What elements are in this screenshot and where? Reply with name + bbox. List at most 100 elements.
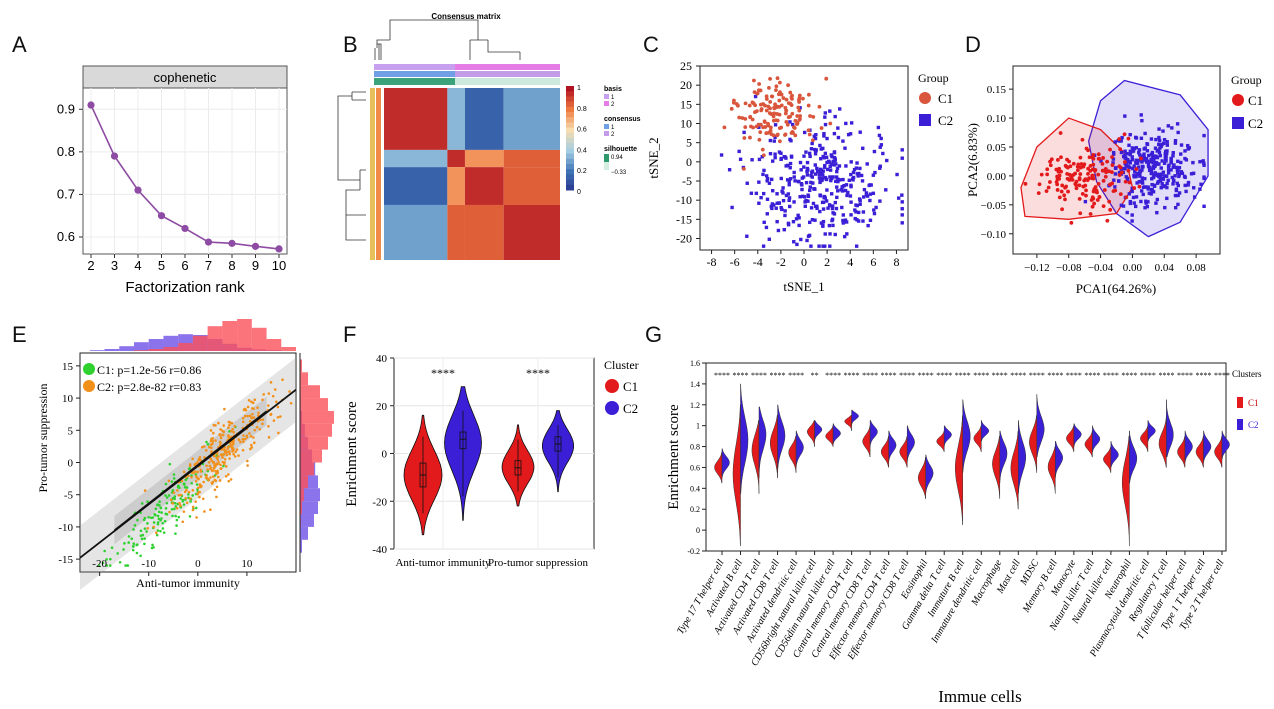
panel-e-point-c2: [229, 421, 232, 425]
panel-c-point-c2: [813, 152, 818, 156]
panel-c-point-c2: [719, 153, 724, 157]
panel-c-point-c2: [821, 244, 825, 248]
panel-c-point-c2: [757, 201, 761, 205]
panel-b-colorbar-step-16: [566, 169, 574, 175]
panel-d-point-c2: [1145, 159, 1149, 163]
panel-c-point-c2: [853, 216, 857, 221]
panel-c-point-c2: [787, 180, 791, 184]
panel-e-point-c1: [140, 502, 144, 505]
panel-e-point-c2: [217, 421, 220, 425]
panel-d-point-c2: [1144, 201, 1148, 205]
panel-c-point-c1: [756, 88, 761, 93]
panel-d-point-c2: [1138, 169, 1143, 173]
panel-c-point-c1: [756, 122, 761, 127]
panel-c-point-c1: [764, 108, 769, 113]
panel-e-point-c2: [248, 432, 251, 435]
panel-d-point-c1: [1123, 160, 1127, 164]
panel-c-point-c1: [768, 128, 773, 133]
panel-e-x-axis-label: Anti-tumor immunity: [136, 576, 240, 590]
panel-c-point-c2: [821, 169, 825, 173]
panel-c-point-c1: [797, 100, 802, 104]
panel-c-point-c1: [777, 139, 782, 144]
panel-d-point-c2: [1119, 150, 1124, 155]
panel-e-point-c2: [213, 478, 217, 482]
panel-e-point-c2: [197, 458, 200, 462]
panel-d-point-c2: [1150, 182, 1154, 187]
panel-c-point-c1: [771, 114, 776, 119]
panel-d-point-c1: [1091, 176, 1096, 181]
panel-d-legend-c2: C2: [1248, 116, 1263, 131]
panel-c-point-c2: [779, 151, 783, 155]
panel-d-point-c2: [1161, 184, 1166, 189]
panel-e-right-hist-c1-bar: [300, 526, 308, 540]
panel-d-point-c2: [1158, 153, 1162, 158]
panel-d-point-c2: [1157, 174, 1161, 179]
panel-e-point-c1: [97, 564, 101, 567]
panel-e-point-c1: [141, 533, 145, 537]
panel-d-legend-c1-marker: [1232, 94, 1244, 106]
panel-c-point-c2: [821, 173, 825, 177]
panel-g-y-tick-label-0: -0.2: [687, 547, 700, 556]
panel-b-colorbar-step-2: [566, 96, 574, 103]
panel-d-point-c2: [1161, 129, 1165, 133]
panel-c-point-c2: [831, 223, 835, 228]
panel-c-point-c2: [828, 164, 832, 169]
panel-e-top-hist-c1-bar: [148, 339, 164, 351]
panel-e-point-c2: [213, 488, 217, 492]
panel-d-point-c2: [1141, 192, 1145, 197]
panel-d-point-c2: [1179, 170, 1184, 174]
panel-c-point-c2: [776, 228, 781, 233]
panel-e-right-hist-c2-bar: [300, 423, 332, 437]
panel-d-point-c2: [1139, 136, 1144, 140]
panel-e-point-c2: [182, 470, 186, 474]
panel-c-point-c2: [819, 157, 823, 161]
panel-d-point-c2: [1125, 160, 1130, 164]
panel-e-point-c1: [127, 535, 131, 538]
panel-d-point-c2: [1133, 170, 1137, 174]
panel-d-point-c2: [1130, 149, 1134, 154]
panel-c-point-c2: [815, 204, 819, 208]
panel-e-point-c1: [110, 546, 114, 550]
panel-c-point-c2: [854, 166, 859, 170]
panel-c-point-c2: [829, 192, 834, 196]
panel-d-point-c1: [1100, 161, 1105, 166]
panel-e-point-c1: [163, 519, 167, 523]
panel-e-top-hist-c1-bar: [119, 346, 134, 351]
panel-b-legend-silhouette-lo: −0.33: [611, 170, 627, 176]
panel-c-y-tick-label--5: -5: [682, 174, 692, 188]
panel-c-point-c2: [800, 176, 805, 180]
panel-e-point-c2: [175, 506, 179, 510]
panel-label-c: C: [643, 32, 659, 57]
panel-e-top-hist-c1-bar: [134, 342, 149, 351]
panel-e-top-hist-c2-bar: [207, 326, 223, 351]
panel-c-point-c1: [817, 104, 822, 109]
panel-b-colorbar-step-0: [566, 86, 574, 92]
panel-c-point-c2: [828, 244, 832, 248]
panel-c-point-c2: [781, 198, 786, 203]
panel-c-point-c2: [810, 170, 814, 175]
panel-d-point-c2: [1130, 213, 1134, 217]
panel-d-point-c1: [1045, 172, 1050, 177]
panel-e-point-c2: [179, 504, 182, 507]
panel-f-violin-chart: -40 -20 0 20 40 Anti-tumor immunity **** Pro-tu…: [344, 353, 639, 569]
panel-label-f: F: [343, 322, 356, 347]
panel-g-significance-16: ****: [1010, 371, 1026, 380]
panel-e-point-c2: [241, 420, 245, 424]
panel-d-point-c2: [1183, 175, 1187, 180]
panel-c-point-c2: [784, 193, 789, 198]
panel-d-point-c2: [1114, 166, 1118, 170]
panel-e-point-c2: [267, 436, 271, 439]
panel-d-point-c1: [1060, 207, 1064, 212]
panel-c-point-c2: [754, 191, 759, 196]
panel-d-point-c1: [1088, 212, 1093, 216]
panel-a-point-5: [157, 212, 166, 220]
panel-d-point-c2: [1119, 203, 1124, 208]
panel-d-point-c1: [1090, 204, 1095, 209]
panel-d-point-c2: [1138, 179, 1142, 184]
panel-d-point-c2: [1144, 199, 1148, 203]
panel-g-half-violin-c1-1: [732, 404, 741, 547]
panel-e-point-c2: [180, 479, 184, 483]
panel-e-point-c1: [159, 518, 162, 522]
panel-c-point-c2: [828, 204, 832, 208]
panel-d-pca-scatter: −0.12 −0.08 −0.04 0.00 0.04 0.08 −0.10 −0.05 0.0…: [965, 65, 1263, 296]
